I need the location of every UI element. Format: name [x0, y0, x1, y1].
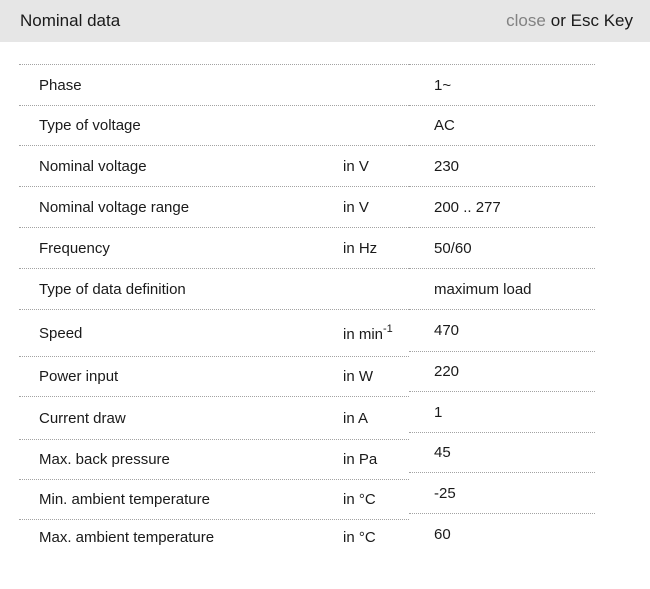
value-row: -25 [409, 472, 595, 513]
row-value: 1~ [434, 76, 452, 94]
dialog-header: Nominal data close or Esc Key [0, 0, 650, 42]
table-row: Current draw in A [19, 396, 595, 439]
value-row: 60 [409, 513, 595, 555]
row-unit: in Hz [343, 240, 377, 257]
row-unit: in Pa [343, 451, 377, 468]
row-label: Max. ambient temperature [39, 529, 215, 546]
value-row: 200 .. 277 [409, 186, 595, 227]
row-label: Type of voltage [39, 117, 141, 134]
table-row: Type of voltage [19, 105, 595, 145]
row-unit: in °C [343, 529, 376, 546]
row-unit: in min-1 [343, 322, 393, 343]
value-row: 1~ [409, 64, 595, 105]
row-label: Nominal voltage [39, 157, 147, 175]
row-unit-text: in V [343, 198, 369, 216]
row-label: Speed [39, 324, 83, 342]
row-unit: in A [343, 410, 368, 427]
row-value: 220 [434, 363, 460, 380]
value-row: 230 [409, 145, 595, 186]
row-unit-text: in Pa [343, 451, 378, 468]
row-label: Power input [39, 368, 119, 385]
table-row: Speed in min-1 [19, 309, 595, 356]
value-column: 1~ AC 230 200 .. 277 50/60 maximum load 470 220… [409, 64, 595, 555]
row-unit-text: in °C [343, 529, 376, 546]
row-unit: in V [343, 199, 369, 216]
table-row: Phase [19, 64, 595, 105]
table-row: Type of data definition [19, 268, 595, 309]
table-row: Nominal voltage in V [19, 145, 595, 186]
row-unit-text: in V [343, 157, 369, 175]
row-unit-text: in °C [343, 491, 376, 508]
row-label: Min. ambient temperature [39, 491, 210, 508]
row-value: 60 [434, 526, 451, 543]
table-row: Min. ambient temperature in °C [19, 479, 595, 519]
value-row: 45 [409, 432, 595, 472]
value-row: 220 [409, 351, 595, 391]
dialog-title: Nominal data [20, 11, 121, 30]
value-row: maximum load [409, 268, 595, 309]
dialog-close-area: close or Esc Key [506, 11, 633, 31]
esc-key-hint: or Esc Key [550, 11, 633, 30]
row-label: Phase [39, 76, 82, 94]
table-row: Nominal voltage range in V [19, 186, 595, 227]
row-value: AC [434, 117, 455, 134]
row-value: 230 [434, 157, 460, 175]
row-value: 470 [434, 322, 460, 339]
row-unit-text: in W [343, 368, 373, 385]
row-unit: in W [343, 368, 373, 385]
row-value: 45 [434, 444, 451, 461]
row-label: Type of data definition [39, 280, 186, 298]
row-unit-text: in A [343, 409, 369, 427]
value-row: 50/60 [409, 227, 595, 268]
row-label: Frequency [39, 239, 110, 257]
table-row: Max. ambient temperature in °C [19, 519, 595, 555]
value-row: AC [409, 105, 595, 145]
row-value: 200 .. 277 [434, 198, 501, 216]
row-label: Nominal voltage range [39, 198, 190, 216]
table-row: Power input in W [19, 356, 595, 396]
row-unit: in V [343, 158, 369, 175]
row-unit: in °C [343, 491, 376, 508]
row-label: Current draw [39, 409, 126, 427]
row-value: 50/60 [434, 239, 472, 257]
row-unit-text: in min [343, 325, 384, 343]
table-row: Max. back pressure in Pa [19, 439, 595, 479]
row-value: -25 [434, 484, 456, 502]
row-unit-superscript: -1 [383, 322, 393, 335]
row-value: maximum load [434, 280, 532, 298]
row-unit-text: in Hz [343, 239, 378, 257]
value-row: 470 [409, 309, 595, 351]
row-label: Max. back pressure [39, 451, 170, 468]
value-row: 1 [409, 391, 595, 432]
table-row: Frequency in Hz [19, 227, 595, 268]
close-link[interactable]: close [506, 11, 546, 30]
row-value: 1 [434, 403, 443, 421]
